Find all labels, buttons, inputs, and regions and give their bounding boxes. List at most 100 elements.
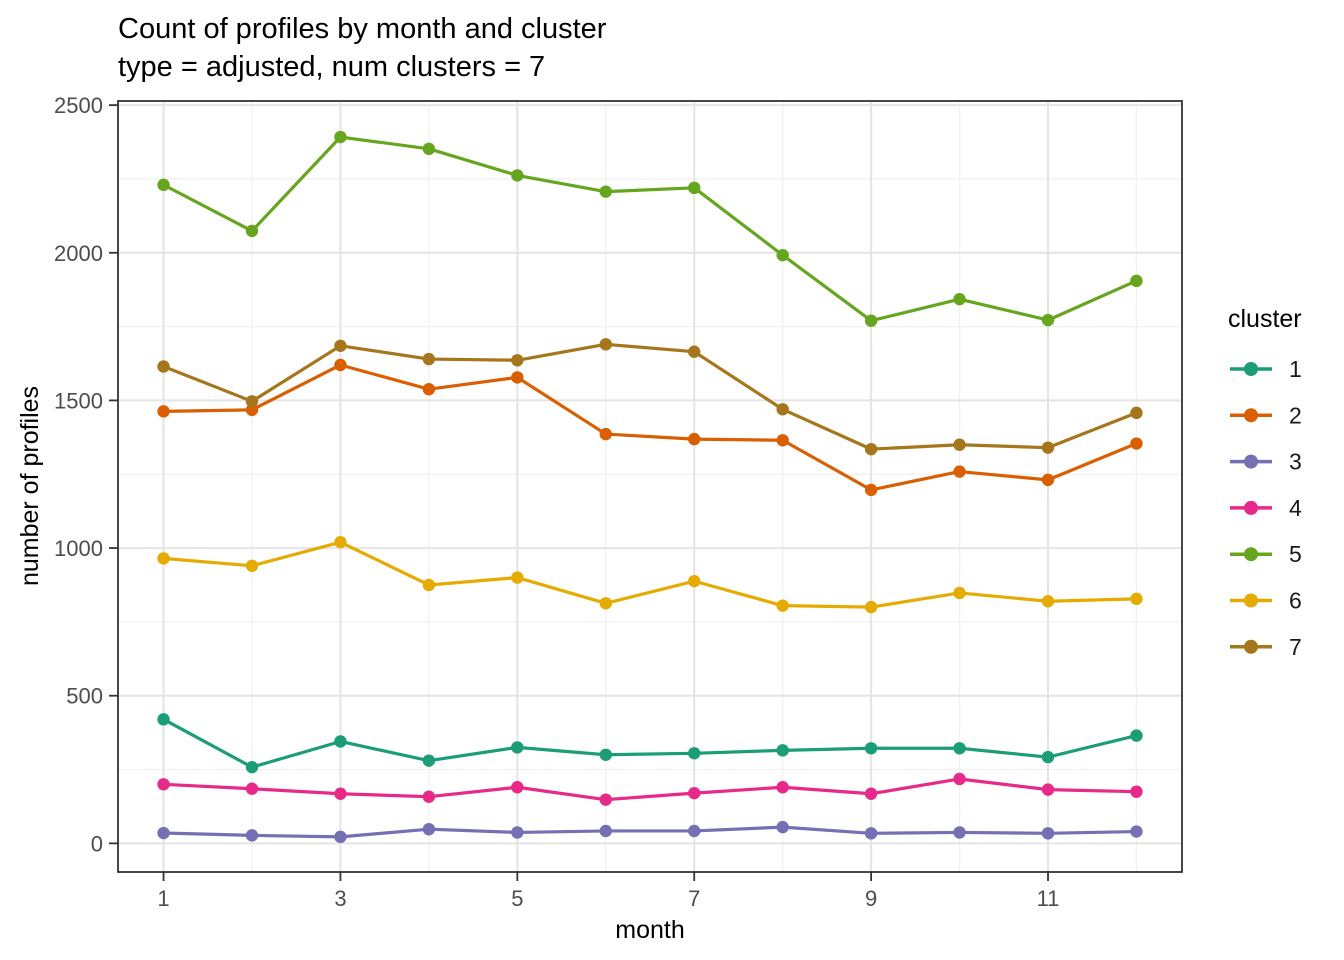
data-point-c6-m2 [245,559,259,572]
data-point-c7-m10 [953,438,966,451]
data-point-c7-m7 [688,345,701,358]
y-axis-title: number of profiles [16,386,44,586]
data-point-c3-m9 [864,827,878,840]
data-point-c5-m7 [688,181,701,195]
y-tick-label: 2000 [54,241,103,266]
data-point-c5-m1 [157,178,170,192]
legend-item-label: 5 [1289,541,1302,567]
y-tick-label: 0 [91,831,103,856]
data-point-c4-m7 [688,786,701,800]
data-point-c5-m2 [245,224,259,238]
series-line-3 [163,825,1137,839]
data-point-c1-m5 [511,741,524,754]
data-point-c4-m6 [599,793,612,806]
data-point-c7-m2 [245,395,259,408]
data-point-c5-m12 [1130,274,1143,288]
data-point-c5-m4 [422,142,436,156]
data-point-c7-m8 [776,403,789,416]
y-tick-label: 1000 [54,536,103,561]
data-point-c2-m9 [864,483,878,497]
series-line-6 [163,540,1137,609]
legend-title: cluster [1228,305,1302,333]
series-line-2 [163,363,1138,492]
data-point-c1-m4 [422,754,436,767]
data-point-c5-m3 [334,130,347,144]
legend-key-point [1244,454,1258,469]
legend-item-4: 4 [1230,495,1302,521]
panel-border [117,100,1183,873]
y-tick-label: 500 [66,684,103,709]
data-point-c2-m3 [334,358,347,372]
data-point-c4-m12 [1130,785,1143,798]
data-point-c3-m12 [1130,825,1143,838]
legend-item-3: 3 [1230,449,1302,475]
legend-key-point [1244,408,1258,423]
data-point-c7-m3 [334,339,347,352]
data-point-c1-m12 [1130,729,1143,742]
data-point-c1-m7 [688,747,701,760]
data-point-c6-m8 [776,599,789,612]
data-point-c4-m3 [334,787,347,800]
plot-subtitle: type = adjusted, num clusters = 7 [118,51,545,83]
legend-key-point [1244,593,1258,608]
data-point-c5-m5 [511,169,524,182]
data-point-c2-m7 [688,432,701,446]
data-point-c2-m12 [1130,437,1143,450]
legend-item-6: 6 [1230,588,1302,614]
data-point-c4-m11 [1041,783,1055,796]
legend-key-point [1244,547,1258,562]
legend-item-7: 7 [1230,634,1302,660]
data-point-c4-m2 [245,782,259,795]
data-point-c1-m6 [599,748,612,761]
x-tick-label: 3 [334,886,346,911]
data-point-c6-m11 [1041,595,1055,608]
data-point-c1-m10 [953,742,966,755]
data-point-c1-m11 [1041,750,1055,764]
data-point-c1-m1 [157,713,170,726]
data-point-c5-m9 [864,314,878,327]
plot-title: Count of profiles by month and cluster [118,13,607,45]
data-point-c4-m1 [157,778,170,791]
data-point-c1-m8 [776,744,789,757]
data-point-c3-m10 [953,826,966,839]
y-tick-label: 1500 [54,388,103,413]
data-point-c2-m5 [511,371,524,384]
data-point-c6-m10 [953,586,966,600]
data-point-c2-m6 [599,427,612,441]
legend-key-point [1244,500,1258,515]
data-point-c1-m9 [864,742,878,755]
data-point-c3-m2 [245,829,259,842]
data-point-c7-m6 [599,338,612,351]
data-point-c4-m5 [511,781,524,794]
data-point-c3-m6 [599,824,612,838]
data-point-c7-m12 [1130,406,1143,420]
x-tick-label: 9 [865,886,877,911]
data-point-c6-m9 [864,600,878,614]
data-point-c7-m5 [511,354,524,367]
data-point-c5-m10 [953,292,966,306]
data-point-c2-m11 [1041,473,1055,487]
data-point-c6-m4 [422,578,436,592]
data-point-c5-m8 [776,248,789,262]
legend-item-label: 2 [1289,402,1302,428]
x-tick-label: 5 [511,886,523,911]
legend-item-label: 3 [1289,449,1302,475]
legend-item-2: 2 [1230,402,1302,428]
data-point-c4-m4 [422,790,436,803]
data-point-c3-m1 [157,826,170,840]
data-point-c3-m11 [1041,827,1055,840]
data-point-c3-m7 [688,824,701,838]
data-point-c7-m4 [422,352,436,366]
data-point-c6-m5 [511,571,524,584]
y-tick-label: 2500 [54,93,103,118]
legend-item-label: 1 [1289,356,1302,382]
data-point-c7-m9 [864,442,878,456]
data-point-c1-m3 [334,735,347,748]
data-point-c4-m10 [953,772,966,786]
data-point-c3-m8 [776,820,789,834]
data-point-c3-m3 [334,830,347,844]
legend-key-point [1244,362,1258,376]
series-line-1 [162,717,1137,769]
